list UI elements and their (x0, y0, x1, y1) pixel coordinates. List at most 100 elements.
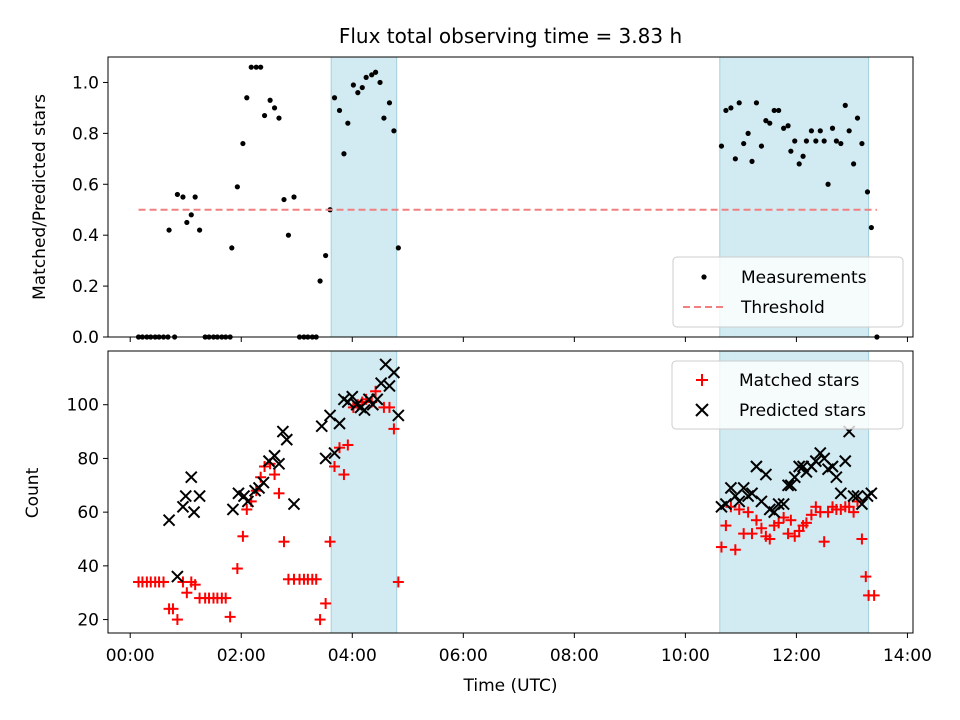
matched-stars-point (715, 541, 727, 553)
predicted-stars-point (319, 452, 332, 465)
legend-marker-matched-stars (696, 374, 708, 386)
x-tick-label: 06:00 (439, 646, 488, 666)
measurement-point (868, 224, 874, 231)
measurement-point (817, 128, 823, 134)
predicted-stars-point (387, 366, 401, 379)
x-tick-label: 00:00 (106, 646, 155, 666)
bottom-panel: 20 40 60 80 100 00:00 02:00 04:00 06:00 08:00 10:… (23, 350, 932, 696)
predicted-stars-point (792, 460, 806, 473)
legend-marker-measurements (701, 274, 707, 280)
matched-stars-point (158, 576, 170, 588)
measurement-point (864, 189, 871, 195)
measurement-point (859, 140, 865, 147)
legend-label-threshold: Threshold (740, 298, 825, 318)
measurement-point (386, 100, 393, 106)
x-tick-label: 04:00 (328, 646, 377, 666)
matched-stars-point (314, 614, 326, 626)
measurement-point (323, 252, 329, 259)
measurement-point (728, 105, 734, 111)
predicted-stars-point (392, 409, 405, 422)
legend-label-measurements: Measurements (741, 268, 867, 288)
bottom-y-tick-label: 60 (77, 503, 99, 523)
predicted-stars-point (358, 403, 371, 417)
predicted-stars-point (733, 495, 746, 508)
measurement-point (749, 158, 755, 164)
matched-stars-point (860, 571, 872, 583)
matched-stars-point (388, 423, 400, 435)
top-chart-title: Flux total observing time = 3.83 h (339, 24, 682, 48)
matched-stars-point (181, 587, 193, 599)
measurement-point (808, 128, 815, 134)
bottom-legend-box (671, 360, 904, 430)
measurement-point (736, 100, 742, 106)
measurement-point (854, 115, 861, 121)
matched-stars-point (733, 503, 745, 515)
measurement-point (174, 191, 180, 198)
measurement-point (395, 245, 401, 251)
measurement-point (180, 194, 186, 200)
matched-stars-point (241, 503, 253, 515)
matched-stars-point (782, 528, 794, 540)
matched-stars-point (231, 563, 243, 575)
measurement-point (372, 69, 379, 75)
predicted-stars-point (185, 471, 198, 484)
measurement-point (166, 227, 172, 233)
measurement-point (267, 97, 273, 103)
matched-stars-point (392, 576, 404, 588)
measurement-point (192, 194, 198, 200)
x-tick-label: 02:00 (217, 646, 266, 666)
x-axis-label: Time (UTC) (463, 676, 558, 696)
measurement-point (369, 72, 375, 78)
measurement-point (745, 130, 751, 136)
measurement-point (377, 79, 383, 86)
measurement-point (788, 148, 794, 154)
top-axes-frame (107, 56, 914, 338)
top-y-axis-label: Matched/Predicted stars (30, 94, 50, 300)
predicted-stars-point (855, 497, 869, 511)
measurement-point (723, 107, 729, 114)
predicted-stars-point (187, 505, 201, 519)
matched-stars-point (329, 460, 341, 472)
bottom-series (133, 358, 880, 626)
measurement-point (813, 138, 819, 144)
measurement-point (732, 156, 738, 162)
measurement-point (763, 118, 769, 124)
measurement-point (718, 143, 725, 149)
bottom-y-ticks: 20 40 60 80 100 (67, 396, 108, 631)
measurement-point (771, 107, 777, 114)
matched-stars-point (224, 611, 236, 623)
predicted-stars-point (315, 419, 328, 433)
x-tick-label: 10:00 (661, 646, 710, 666)
x-tick-label: 08:00 (550, 646, 599, 666)
matched-stars-point (310, 573, 322, 585)
measurement-point (244, 95, 250, 101)
predicted-stars-point (193, 489, 206, 503)
bottom-legend: Matched stars Predicted stars (671, 360, 904, 430)
predicted-stars-point (737, 481, 750, 495)
bottom-shaded-interval (330, 350, 398, 634)
top-y-tick-label: 0.8 (72, 124, 99, 144)
top-series (135, 64, 880, 340)
measurement-point (842, 102, 848, 108)
measurement-point (829, 125, 836, 131)
x-tick-label: 12:00 (772, 646, 821, 666)
predicted-stars-point (834, 487, 848, 500)
bottom-y-tick-label: 20 (77, 611, 99, 631)
matched-stars-point (342, 439, 354, 451)
predicted-stars-point (777, 497, 790, 511)
legend-label-predicted-stars: Predicted stars (739, 401, 866, 421)
bottom-y-axis-label: Count (23, 467, 43, 518)
top-y-tick-label: 0.2 (72, 277, 99, 297)
matched-stars-point (755, 522, 767, 534)
predicted-stars-point (333, 417, 346, 430)
measurement-point (281, 196, 287, 203)
matched-stars-point (750, 514, 762, 526)
predicted-stars-point (724, 481, 738, 495)
measurement-point (253, 64, 259, 70)
predicted-stars-point (179, 489, 192, 503)
predicted-stars-point (287, 497, 301, 511)
measurement-point (240, 140, 246, 147)
matched-stars-point (278, 536, 290, 548)
matched-stars-point (729, 544, 741, 556)
